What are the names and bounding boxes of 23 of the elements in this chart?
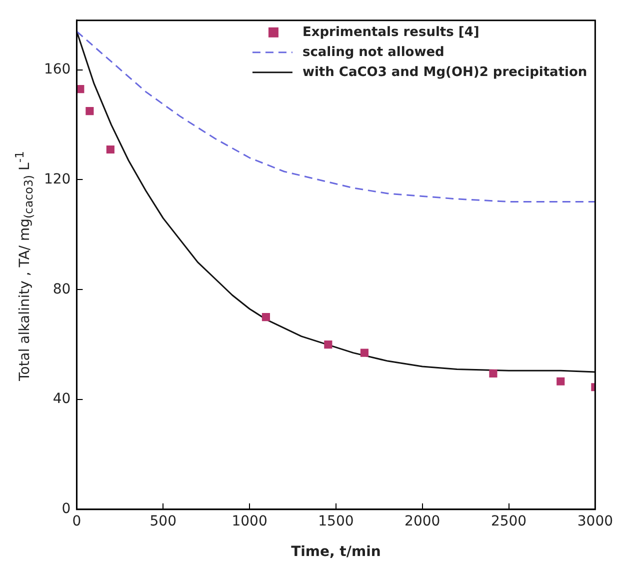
x-tick-label: 0 xyxy=(72,513,82,530)
point xyxy=(262,313,270,322)
y-tick-label: 40 xyxy=(52,391,71,408)
point xyxy=(489,369,498,378)
legend-label: scaling not allowed xyxy=(302,44,444,60)
point xyxy=(86,107,94,116)
point xyxy=(106,145,114,154)
x-tick-label: 1500 xyxy=(318,513,354,530)
x-axis-title: Time, t/min xyxy=(291,544,381,560)
x-tick-label: 2500 xyxy=(490,513,527,530)
point xyxy=(324,340,332,349)
y-tick-label: 120 xyxy=(44,171,71,188)
y-tick-label: 160 xyxy=(44,61,71,78)
y-tick-label: 0 xyxy=(62,501,71,518)
y-tick-label: 80 xyxy=(52,281,71,298)
x-tick-label: 3000 xyxy=(577,513,614,530)
point xyxy=(360,348,369,357)
x-tick-label: 2000 xyxy=(404,513,440,530)
x-tick-label: 500 xyxy=(150,513,176,530)
legend-label: with CaCO3 and Mg(OH)2 precipitation xyxy=(302,64,588,80)
point xyxy=(556,377,565,386)
x-tick-label: 1000 xyxy=(232,513,268,530)
legend-label: Exprimentals results [4] xyxy=(302,24,480,40)
